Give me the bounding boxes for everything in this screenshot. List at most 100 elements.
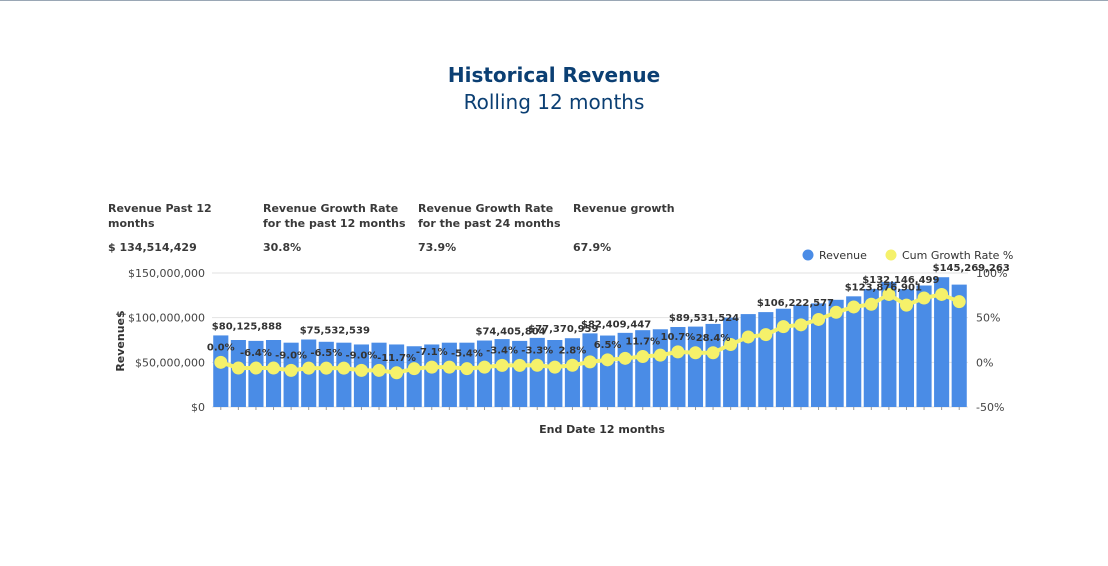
growth-point xyxy=(935,287,949,301)
bar xyxy=(336,342,352,407)
chart-title: Historical Revenue xyxy=(447,63,661,87)
bar xyxy=(898,289,915,407)
growth-point xyxy=(337,361,351,375)
bar-value-label: $123,876,901 xyxy=(845,282,922,293)
growth-point xyxy=(548,360,562,374)
bar-value-label: $132,146,499 xyxy=(862,275,939,286)
growth-point xyxy=(565,358,579,372)
growth-point xyxy=(618,351,632,365)
bar xyxy=(512,340,528,407)
growth-point xyxy=(249,361,263,375)
y-tick-label: $150,000,000 xyxy=(128,267,205,280)
growth-point xyxy=(442,360,456,374)
bar xyxy=(582,333,598,407)
growth-point xyxy=(882,287,896,301)
chart-subtitle: Rolling 12 months xyxy=(463,90,645,114)
bar xyxy=(617,332,633,407)
bar-value-label: $145,269,263 xyxy=(933,263,1010,274)
kpi-value-growth-24m: 73.9% xyxy=(418,241,457,254)
kpi-label-growth-24m: Revenue Growth Rate for the past 24 mont… xyxy=(418,202,561,230)
growth-point xyxy=(776,320,790,334)
y2-tick-label: 100% xyxy=(976,267,1007,280)
bar xyxy=(810,303,827,407)
bar xyxy=(424,344,440,407)
growth-point xyxy=(583,355,597,369)
growth-point xyxy=(917,291,931,305)
kpi-label-revenue-12m: Revenue Past 12 months xyxy=(108,202,212,230)
y2-tick-label: 0% xyxy=(976,356,993,369)
legend-growth-swatch xyxy=(885,249,897,261)
bar xyxy=(934,277,950,407)
bar xyxy=(687,326,704,407)
legend-revenue-label: Revenue xyxy=(819,249,867,262)
line-value-label: 2.8% xyxy=(559,345,587,356)
line-value-label: 6.5% xyxy=(594,340,622,351)
growth-point xyxy=(354,363,368,377)
line-value-label: -5.4% xyxy=(451,349,483,360)
kpi-label-revenue-growth: Revenue growth xyxy=(573,202,675,215)
growth-point xyxy=(267,361,281,375)
legend-revenue-swatch xyxy=(802,249,814,261)
bar-value-label: $82,409,447 xyxy=(581,319,651,330)
growth-point xyxy=(231,361,245,375)
growth-point xyxy=(478,360,492,374)
line-value-label: 11.7% xyxy=(625,337,660,348)
growth-point xyxy=(829,305,843,319)
bar xyxy=(441,342,457,407)
line-value-label: -3.3% xyxy=(521,345,553,356)
growth-point xyxy=(671,345,685,359)
x-axis-label: End Date 12 months xyxy=(539,423,665,436)
y2-tick-label: 50% xyxy=(976,312,1000,325)
growth-point xyxy=(741,330,755,344)
bar-value-label: $106,222,577 xyxy=(757,298,834,309)
bar xyxy=(793,305,809,407)
legend-growth-label: Cum Growth Rate % xyxy=(902,249,1013,262)
bar xyxy=(635,330,651,407)
bar xyxy=(951,284,967,407)
growth-point xyxy=(812,312,826,326)
bar xyxy=(494,339,510,407)
growth-point xyxy=(952,295,966,309)
line-value-label: -9.0% xyxy=(275,350,307,361)
line-value-label: -3.4% xyxy=(486,345,518,356)
bar-value-label: $74,405,804 xyxy=(476,327,546,338)
y-tick-label: $0 xyxy=(191,401,205,414)
bar-value-label: $75,532,539 xyxy=(300,326,370,337)
line-value-label: -9.0% xyxy=(345,350,377,361)
bar xyxy=(758,312,774,407)
bar xyxy=(863,288,879,407)
growth-point xyxy=(899,298,913,312)
line-value-label: -6.4% xyxy=(240,348,272,359)
growth-point xyxy=(653,348,667,362)
kpi-value-revenue-12m: $ 134,514,429 xyxy=(108,241,197,254)
bar xyxy=(213,335,229,407)
growth-point xyxy=(390,366,404,380)
growth-point xyxy=(460,362,474,376)
bar xyxy=(775,308,791,407)
growth-point xyxy=(407,362,421,376)
growth-point xyxy=(847,300,861,314)
kpi-label-growth-12m: Revenue Growth Rate for the past 12 mont… xyxy=(263,202,406,230)
bar xyxy=(652,329,668,407)
growth-point xyxy=(372,363,386,377)
bar xyxy=(828,299,844,407)
bar xyxy=(600,335,616,407)
bar xyxy=(846,296,862,407)
bar xyxy=(881,281,897,407)
bar xyxy=(705,323,721,407)
growth-point xyxy=(759,328,773,342)
line-value-label: -11.7% xyxy=(377,353,416,364)
y2-tick-label: -50% xyxy=(976,401,1004,414)
bar xyxy=(406,346,422,407)
growth-point xyxy=(530,358,544,372)
growth-point xyxy=(601,353,615,367)
growth-point xyxy=(513,358,527,372)
bar xyxy=(529,337,545,407)
bar xyxy=(476,340,493,407)
growth-point xyxy=(864,297,878,311)
growth-point xyxy=(319,361,333,375)
growth-point xyxy=(214,355,228,369)
growth-point xyxy=(636,350,650,364)
bar-value-label: $80,125,888 xyxy=(212,321,282,332)
